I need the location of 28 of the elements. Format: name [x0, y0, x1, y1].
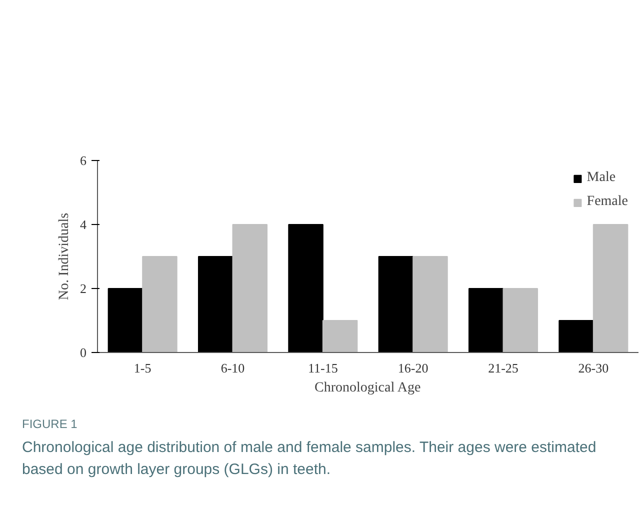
x-tick-label: 11-15 [308, 360, 338, 376]
y-axis-title: No. Individuals [57, 212, 72, 300]
bar [232, 224, 268, 352]
x-tick-label: 6-10 [220, 360, 245, 376]
bar [288, 224, 324, 352]
bar [592, 224, 628, 352]
caption: FIGURE 1 [22, 416, 78, 433]
bar [142, 256, 178, 352]
text: Chronological age distribution of male and female samples. Their ages were estimated based on growth layer groups (GLGs) in teeth. [22, 438, 598, 480]
bar [108, 288, 144, 352]
x-tick-label: 21-25 [488, 360, 518, 376]
bar [412, 256, 448, 352]
x-tick-label: 1-5 [134, 360, 152, 376]
legend-label: Male [586, 170, 616, 186]
bar [502, 288, 538, 352]
bar [468, 288, 504, 352]
y-tick-label: 0 [80, 345, 86, 360]
y-tick-label: 2 [80, 281, 86, 296]
x-tick-label: 16-20 [398, 360, 428, 376]
bar [198, 256, 234, 352]
x-axis-title: Chronological Age [314, 380, 421, 396]
y-tick-label: 4 [80, 217, 87, 232]
bar [378, 256, 414, 352]
legend-label: Female [586, 194, 628, 210]
y-tick-label: 6 [80, 153, 87, 168]
x-tick-label: 26-30 [578, 360, 609, 376]
bar [322, 320, 358, 352]
bar [558, 320, 594, 352]
